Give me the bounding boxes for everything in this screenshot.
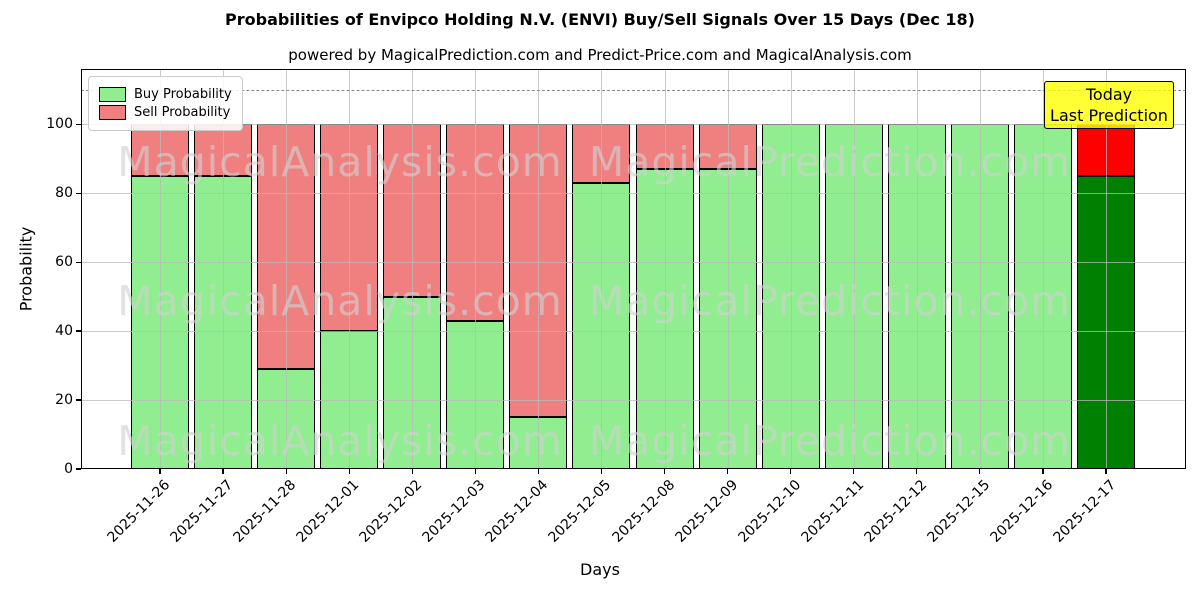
x-tick-mark (1042, 469, 1044, 474)
watermark-text: MagicalPrediction.com (588, 417, 1072, 465)
vertical-gridline (349, 69, 351, 469)
y-tick-label: 40 (55, 323, 73, 340)
vertical-gridline (664, 69, 666, 469)
x-tick-mark (1105, 469, 1107, 474)
x-tick-label: 2025-12-16 (987, 477, 1057, 546)
today-annotation: Today Last Prediction (1044, 81, 1174, 129)
x-tick-label: 2025-12-01 (293, 477, 363, 546)
x-tick-label: 2025-12-04 (482, 477, 552, 546)
vertical-gridline (412, 69, 414, 469)
legend-label-buy: Buy Probability (134, 87, 232, 102)
watermark-text: MagicalPrediction.com (588, 138, 1072, 186)
vertical-gridline (223, 69, 225, 469)
x-tick-label: 2025-12-10 (735, 477, 805, 546)
x-tick-mark (727, 469, 729, 474)
today-annotation-line2: Last Prediction (1050, 106, 1168, 125)
plot-area: Buy Probability Sell Probability Today L… (81, 69, 1186, 469)
y-tick-mark (76, 468, 81, 470)
legend-entry-sell: Sell Probability (99, 105, 232, 120)
horizontal-gridline (81, 124, 1186, 126)
x-tick-label: 2025-12-11 (798, 477, 868, 546)
x-tick-label: 2025-12-09 (672, 477, 741, 546)
y-tick-mark (76, 399, 81, 401)
y-tick-label: 0 (64, 461, 73, 477)
x-tick-mark (348, 469, 350, 474)
x-tick-mark (600, 469, 603, 474)
x-tick-label: 2025-11-27 (167, 477, 237, 546)
buy-swatch-icon (99, 87, 126, 102)
x-tick-mark (537, 469, 539, 474)
axis-spine-bottom (81, 467, 1186, 469)
x-tick-mark (979, 469, 981, 474)
vertical-gridline (475, 69, 477, 469)
vertical-gridline (727, 69, 729, 469)
x-tick-label: 2025-12-08 (609, 477, 678, 546)
x-tick-label: 2025-12-12 (861, 477, 931, 546)
y-tick-label: 100 (46, 116, 73, 133)
chart-subtitle: powered by MagicalPrediction.com and Pre… (288, 46, 912, 64)
chart-title: Probabilities of Envipco Holding N.V. (E… (225, 10, 975, 29)
x-axis-label: Days (580, 560, 620, 579)
x-tick-label: 2025-12-17 (1050, 477, 1120, 546)
vertical-gridline (979, 69, 981, 469)
y-tick-label: 80 (55, 185, 73, 202)
legend-label-sell: Sell Probability (134, 105, 231, 120)
x-tick-mark (222, 469, 224, 474)
vertical-gridline (538, 69, 540, 469)
sell-swatch-icon (99, 105, 126, 120)
y-tick-label: 60 (55, 254, 73, 271)
axis-spine-top (81, 69, 1186, 71)
vertical-gridline (916, 69, 918, 469)
y-tick-mark (76, 261, 81, 263)
axis-spine-left (81, 69, 83, 469)
y-tick-mark (76, 123, 81, 125)
threshold-dashed-line (81, 89, 1186, 91)
x-tick-mark (663, 469, 666, 474)
vertical-gridline (790, 69, 792, 469)
watermark-text: MagicalAnalysis.com (117, 417, 563, 465)
watermark-text: MagicalPrediction.com (588, 277, 1072, 325)
x-tick-label: 2025-12-02 (356, 477, 426, 546)
vertical-gridline (853, 69, 855, 469)
today-annotation-line1: Today (1085, 85, 1133, 104)
vertical-gridline (1042, 69, 1044, 469)
watermark-text: MagicalAnalysis.com (117, 277, 563, 325)
x-tick-mark (474, 469, 476, 474)
horizontal-gridline (81, 193, 1186, 195)
x-tick-mark (411, 469, 413, 474)
horizontal-gridline (81, 331, 1186, 333)
y-tick-label: 20 (55, 392, 73, 409)
axis-spine-right (1184, 69, 1186, 469)
vertical-gridline (160, 69, 161, 469)
vertical-gridline (601, 69, 603, 469)
x-tick-mark (285, 469, 287, 474)
vertical-gridline (286, 69, 288, 469)
x-tick-label: 2025-11-26 (104, 477, 174, 546)
legend-entry-buy: Buy Probability (99, 87, 232, 102)
x-tick-mark (159, 469, 161, 474)
watermark-text: MagicalAnalysis.com (117, 138, 563, 186)
horizontal-gridline (81, 400, 1186, 402)
vertical-gridline (1106, 69, 1108, 469)
x-tick-label: 2025-12-03 (419, 477, 489, 546)
x-tick-mark (790, 469, 792, 474)
x-tick-label: 2025-12-15 (924, 477, 994, 546)
y-tick-mark (76, 192, 81, 194)
x-tick-mark (916, 469, 918, 474)
horizontal-gridline (81, 262, 1186, 264)
x-tick-label: 2025-11-28 (230, 477, 300, 546)
y-tick-mark (76, 330, 81, 332)
legend: Buy Probability Sell Probability (88, 76, 243, 131)
x-tick-mark (853, 469, 855, 474)
x-tick-label: 2025-12-05 (545, 477, 615, 546)
